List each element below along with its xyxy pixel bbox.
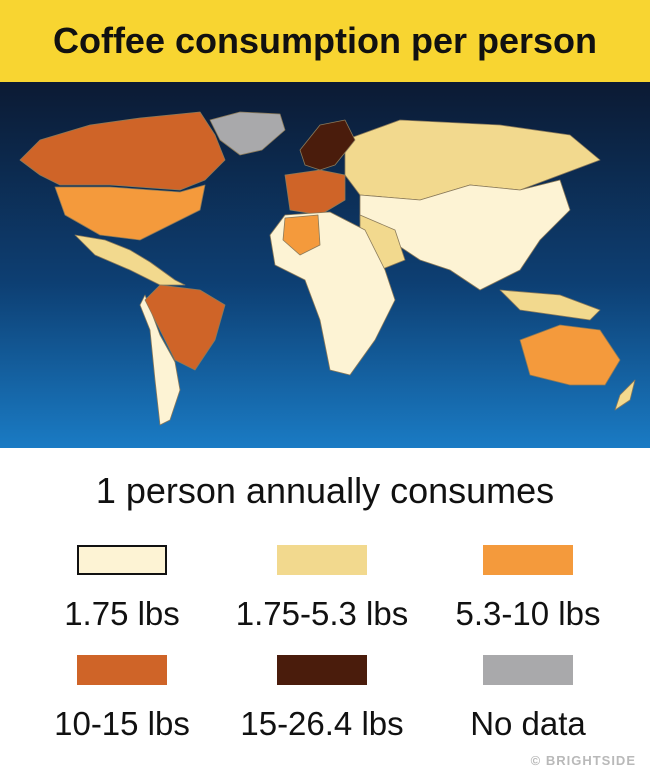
nordic <box>299 119 356 171</box>
legend-label: 10-15 lbs <box>54 705 190 742</box>
legend-swatch <box>277 545 367 575</box>
brazil <box>144 284 226 371</box>
legend-swatch <box>483 655 573 685</box>
canada <box>19 111 226 191</box>
central-america <box>74 234 186 286</box>
southeast-asia <box>499 289 601 321</box>
legend-item: 1.75 lbs <box>22 545 222 633</box>
legend-swatch <box>77 545 167 575</box>
legend-item: No data <box>428 655 628 743</box>
legend-item: 15-26.4 lbs <box>222 655 422 743</box>
world-map <box>0 82 650 448</box>
russia-east-europe <box>344 119 601 201</box>
legend-item: 5.3-10 lbs <box>428 545 628 633</box>
legend-item: 10-15 lbs <box>22 655 222 743</box>
greenland <box>209 111 286 156</box>
legend-title: 1 person annually consumes <box>95 470 555 511</box>
header: Coffee consumption per person <box>0 0 650 82</box>
legend-label: 5.3-10 lbs <box>455 595 601 632</box>
legend-label: 1.75 lbs <box>64 595 180 632</box>
usa <box>54 184 206 241</box>
western-europe <box>284 169 346 216</box>
australia <box>519 324 621 386</box>
legend-swatch <box>483 545 573 575</box>
legend-label: 15-26.4 lbs <box>240 705 404 742</box>
watermark: © BRIGHTSIDE <box>530 753 636 768</box>
legend-label: No data <box>470 705 586 742</box>
legend-swatch <box>277 655 367 685</box>
algeria <box>282 214 321 256</box>
legend-item: 1.75-5.3 lbs <box>222 545 422 633</box>
legend-swatch <box>77 655 167 685</box>
south-america-west <box>139 294 181 426</box>
title: Coffee consumption per person <box>52 20 598 61</box>
new-zealand <box>614 379 636 411</box>
legend-label: 1.75-5.3 lbs <box>235 595 409 632</box>
